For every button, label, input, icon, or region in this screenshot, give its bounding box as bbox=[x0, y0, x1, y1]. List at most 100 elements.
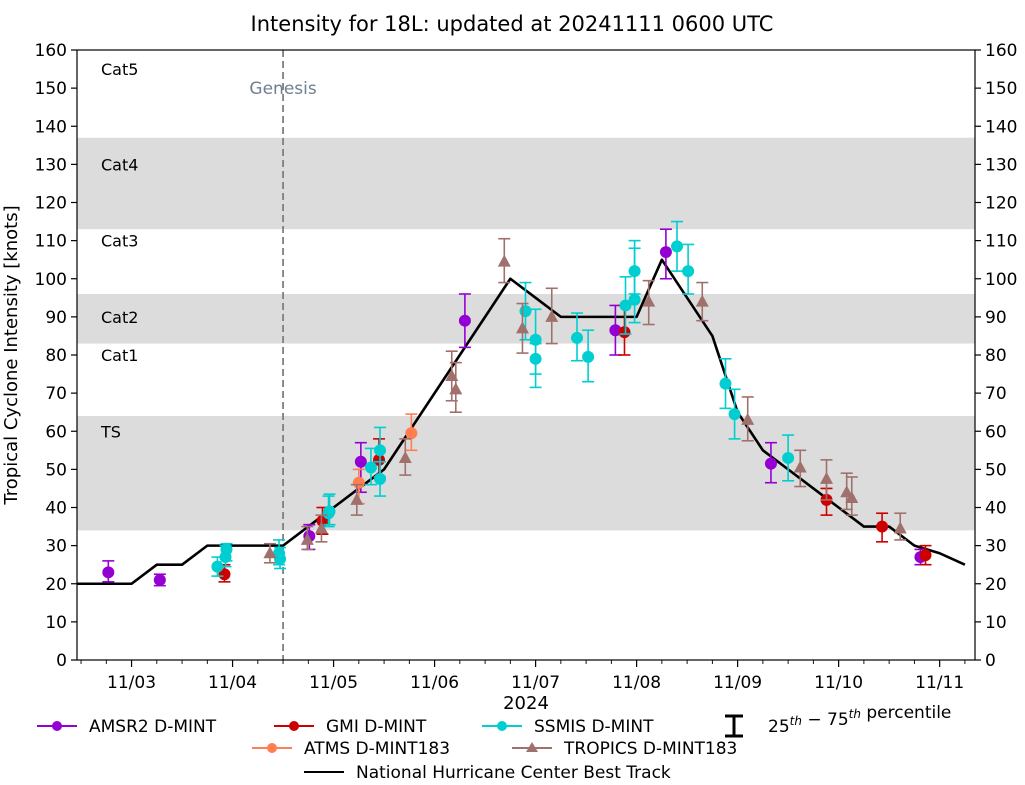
circle-marker bbox=[458, 314, 471, 327]
legend-label: GMI D-MINT bbox=[326, 717, 427, 737]
y-tick-label: 100 bbox=[35, 270, 67, 290]
y-axis-left: 0 10 20 30 40 50 60 70 80 90 100 110 120 130 140 150 160 bbox=[35, 41, 77, 671]
circle-marker bbox=[919, 549, 932, 562]
legend-label: AMSR2 D-MINT bbox=[89, 717, 217, 737]
data-point bbox=[398, 438, 412, 476]
legend-label-part: 25 bbox=[768, 717, 790, 737]
circle-marker bbox=[682, 265, 695, 278]
data-point bbox=[314, 514, 328, 543]
legend-circle-marker bbox=[267, 743, 277, 753]
data-point bbox=[405, 413, 418, 452]
legend-label-part: percentile bbox=[861, 703, 951, 723]
circle-marker bbox=[671, 240, 684, 253]
triangle-marker bbox=[398, 450, 412, 463]
category-band-ts bbox=[77, 416, 975, 531]
data-point bbox=[782, 434, 795, 482]
triangle-marker bbox=[300, 532, 314, 545]
data-point bbox=[323, 493, 336, 526]
data-point bbox=[820, 459, 834, 501]
circle-marker bbox=[374, 472, 387, 485]
circle-marker bbox=[529, 352, 542, 365]
y-tick-label: 90 bbox=[45, 308, 67, 328]
triangle-marker bbox=[845, 490, 859, 503]
legend-label-superscript: th bbox=[790, 714, 802, 728]
data-point bbox=[582, 329, 595, 383]
data-point bbox=[220, 542, 233, 562]
circle-marker bbox=[571, 331, 584, 344]
y-tick-label: 120 bbox=[35, 194, 67, 214]
circle-marker bbox=[619, 299, 632, 312]
x-tick-label: 11/07 bbox=[511, 673, 560, 693]
data-point bbox=[458, 293, 471, 349]
legend-label-superscript: th bbox=[849, 707, 861, 721]
legend-label: 25th − 75th percentile bbox=[768, 703, 951, 737]
legend-entry-atms: ATMS D-MINT183 bbox=[252, 739, 450, 759]
data-point bbox=[374, 460, 387, 497]
triangle-marker bbox=[350, 492, 364, 505]
y-tick-label: 150 bbox=[35, 79, 67, 99]
y-tick-label-right: 0 bbox=[985, 651, 996, 671]
genesis-label: Genesis bbox=[249, 79, 316, 99]
data-point bbox=[741, 396, 755, 442]
category-band-cat4 bbox=[77, 137, 975, 230]
data-point bbox=[642, 279, 656, 326]
triangle-marker bbox=[820, 471, 834, 484]
y-tick-label-right: 30 bbox=[985, 537, 1007, 557]
data-point bbox=[682, 243, 695, 295]
y-tick-label-right: 90 bbox=[985, 308, 1007, 328]
x-tick-label: 11/05 bbox=[309, 673, 358, 693]
y-tick-label-right: 20 bbox=[985, 575, 1007, 595]
data-point bbox=[529, 342, 542, 389]
circle-marker bbox=[628, 265, 641, 278]
circle-marker bbox=[659, 246, 672, 259]
y-tick-label-right: 140 bbox=[985, 117, 1017, 137]
x-tick-label: 11/09 bbox=[713, 673, 762, 693]
y-tick-label: 30 bbox=[45, 537, 67, 557]
circle-marker bbox=[274, 552, 287, 565]
circle-marker bbox=[609, 324, 622, 337]
y-tick-label: 160 bbox=[35, 41, 67, 61]
chart-title: Intensity for 18L: updated at 20241111 0… bbox=[251, 12, 774, 36]
triangle-marker bbox=[314, 521, 328, 534]
legend-entry-ssmis: SSMIS D-MINT bbox=[482, 717, 654, 737]
legend-circle-marker bbox=[497, 721, 507, 731]
data-point bbox=[793, 449, 807, 488]
legend-label: SSMIS D-MINT bbox=[534, 717, 654, 737]
data-point bbox=[609, 304, 622, 356]
circle-marker bbox=[405, 427, 418, 440]
y-tick-label-right: 100 bbox=[985, 270, 1017, 290]
y-tick-label: 130 bbox=[35, 155, 67, 175]
circle-marker bbox=[876, 520, 889, 533]
circle-marker bbox=[220, 543, 233, 556]
y-tick-label: 80 bbox=[45, 346, 67, 366]
y-axis-right: 0 10 20 30 40 50 60 70 80 90 100 110 120 130 140 150 160 bbox=[975, 41, 1017, 671]
circle-marker bbox=[519, 305, 532, 318]
data-point bbox=[719, 358, 732, 410]
circle-marker bbox=[364, 461, 377, 474]
triangle-marker bbox=[263, 546, 277, 559]
data-point bbox=[919, 544, 932, 566]
y-tick-label-right: 50 bbox=[985, 460, 1007, 480]
data-point bbox=[545, 287, 559, 345]
data-point bbox=[659, 228, 672, 280]
data-point bbox=[153, 573, 166, 587]
data-point bbox=[350, 483, 364, 516]
y-tick-label-right: 60 bbox=[985, 422, 1007, 442]
y-tick-label: 140 bbox=[35, 117, 67, 137]
data-point bbox=[300, 525, 314, 551]
circle-marker bbox=[764, 457, 777, 470]
data-point bbox=[515, 302, 529, 354]
legend-label-part: − bbox=[802, 710, 827, 730]
data-point bbox=[671, 220, 684, 272]
data-point bbox=[628, 239, 641, 295]
y-tick-label-right: 120 bbox=[985, 194, 1017, 214]
legend-label-part: 75 bbox=[827, 710, 849, 730]
legend-label: TROPICS D-MINT183 bbox=[563, 739, 737, 759]
legend: AMSR2 D-MINT GMI D-MINT SSMIS D-MINT ATMS D… bbox=[37, 703, 951, 783]
legend-entry-tropics: TROPICS D-MINT183 bbox=[512, 739, 737, 759]
y-tick-label-right: 160 bbox=[985, 41, 1017, 61]
circle-marker bbox=[218, 568, 231, 581]
category-label-cat4: Cat4 bbox=[101, 155, 138, 174]
x-axis: 11/03 11/04 11/05 11/06 11/07 11/08 11/09 11/10… bbox=[80, 660, 966, 693]
